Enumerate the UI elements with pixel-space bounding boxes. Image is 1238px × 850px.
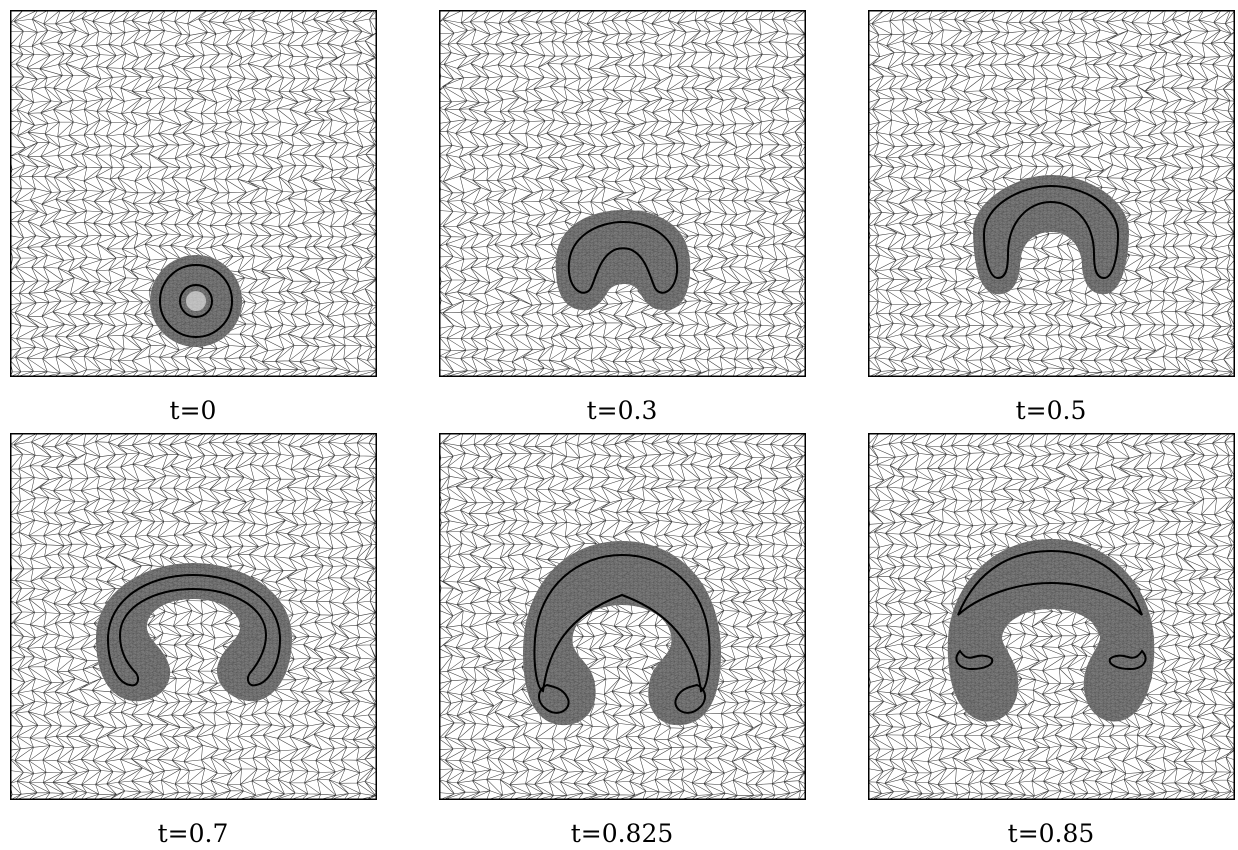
- caption-t0.825: t=0.825: [437, 819, 807, 849]
- coarse-mesh: [868, 433, 1235, 800]
- refined-bg: [868, 433, 1235, 800]
- coarse-mesh: [439, 10, 806, 377]
- refined-fill: [868, 433, 1235, 800]
- refined-region: [868, 433, 1235, 800]
- coarse-mesh: [10, 433, 377, 800]
- caption-t0.85: t=0.85: [866, 819, 1236, 849]
- mesh-plot-t0.825: [439, 433, 806, 800]
- mesh-plot-t0.7: [10, 433, 377, 800]
- plot-frame: [869, 434, 1235, 800]
- caption-t0.7: t=0.7: [8, 819, 378, 849]
- plot-frame: [11, 434, 377, 800]
- caption-t0.5: t=0.5: [866, 396, 1236, 426]
- caption-t0.3: t=0.3: [437, 396, 807, 426]
- mesh-plot-t0: [10, 10, 377, 377]
- mesh-plot-t0.5: [868, 10, 1235, 377]
- plot-frame: [440, 434, 806, 800]
- coarse-mesh: [439, 433, 806, 800]
- fine-mesh: [868, 433, 1235, 800]
- mesh-plot-t0.85: [868, 433, 1235, 800]
- mesh-plot-t0.3: [439, 10, 806, 377]
- interior-hole: [186, 291, 206, 311]
- caption-t0: t=0: [8, 396, 378, 426]
